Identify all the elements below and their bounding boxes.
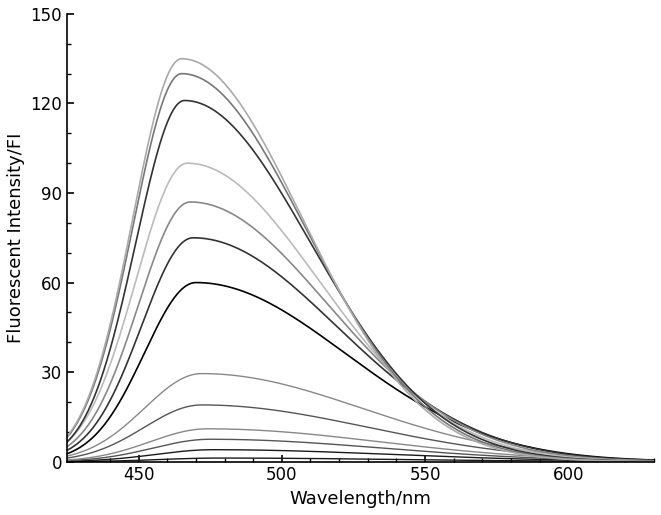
X-axis label: Wavelength/nm: Wavelength/nm xyxy=(290,490,432,508)
Y-axis label: Fluorescent Intensity/FI: Fluorescent Intensity/FI xyxy=(7,132,25,343)
